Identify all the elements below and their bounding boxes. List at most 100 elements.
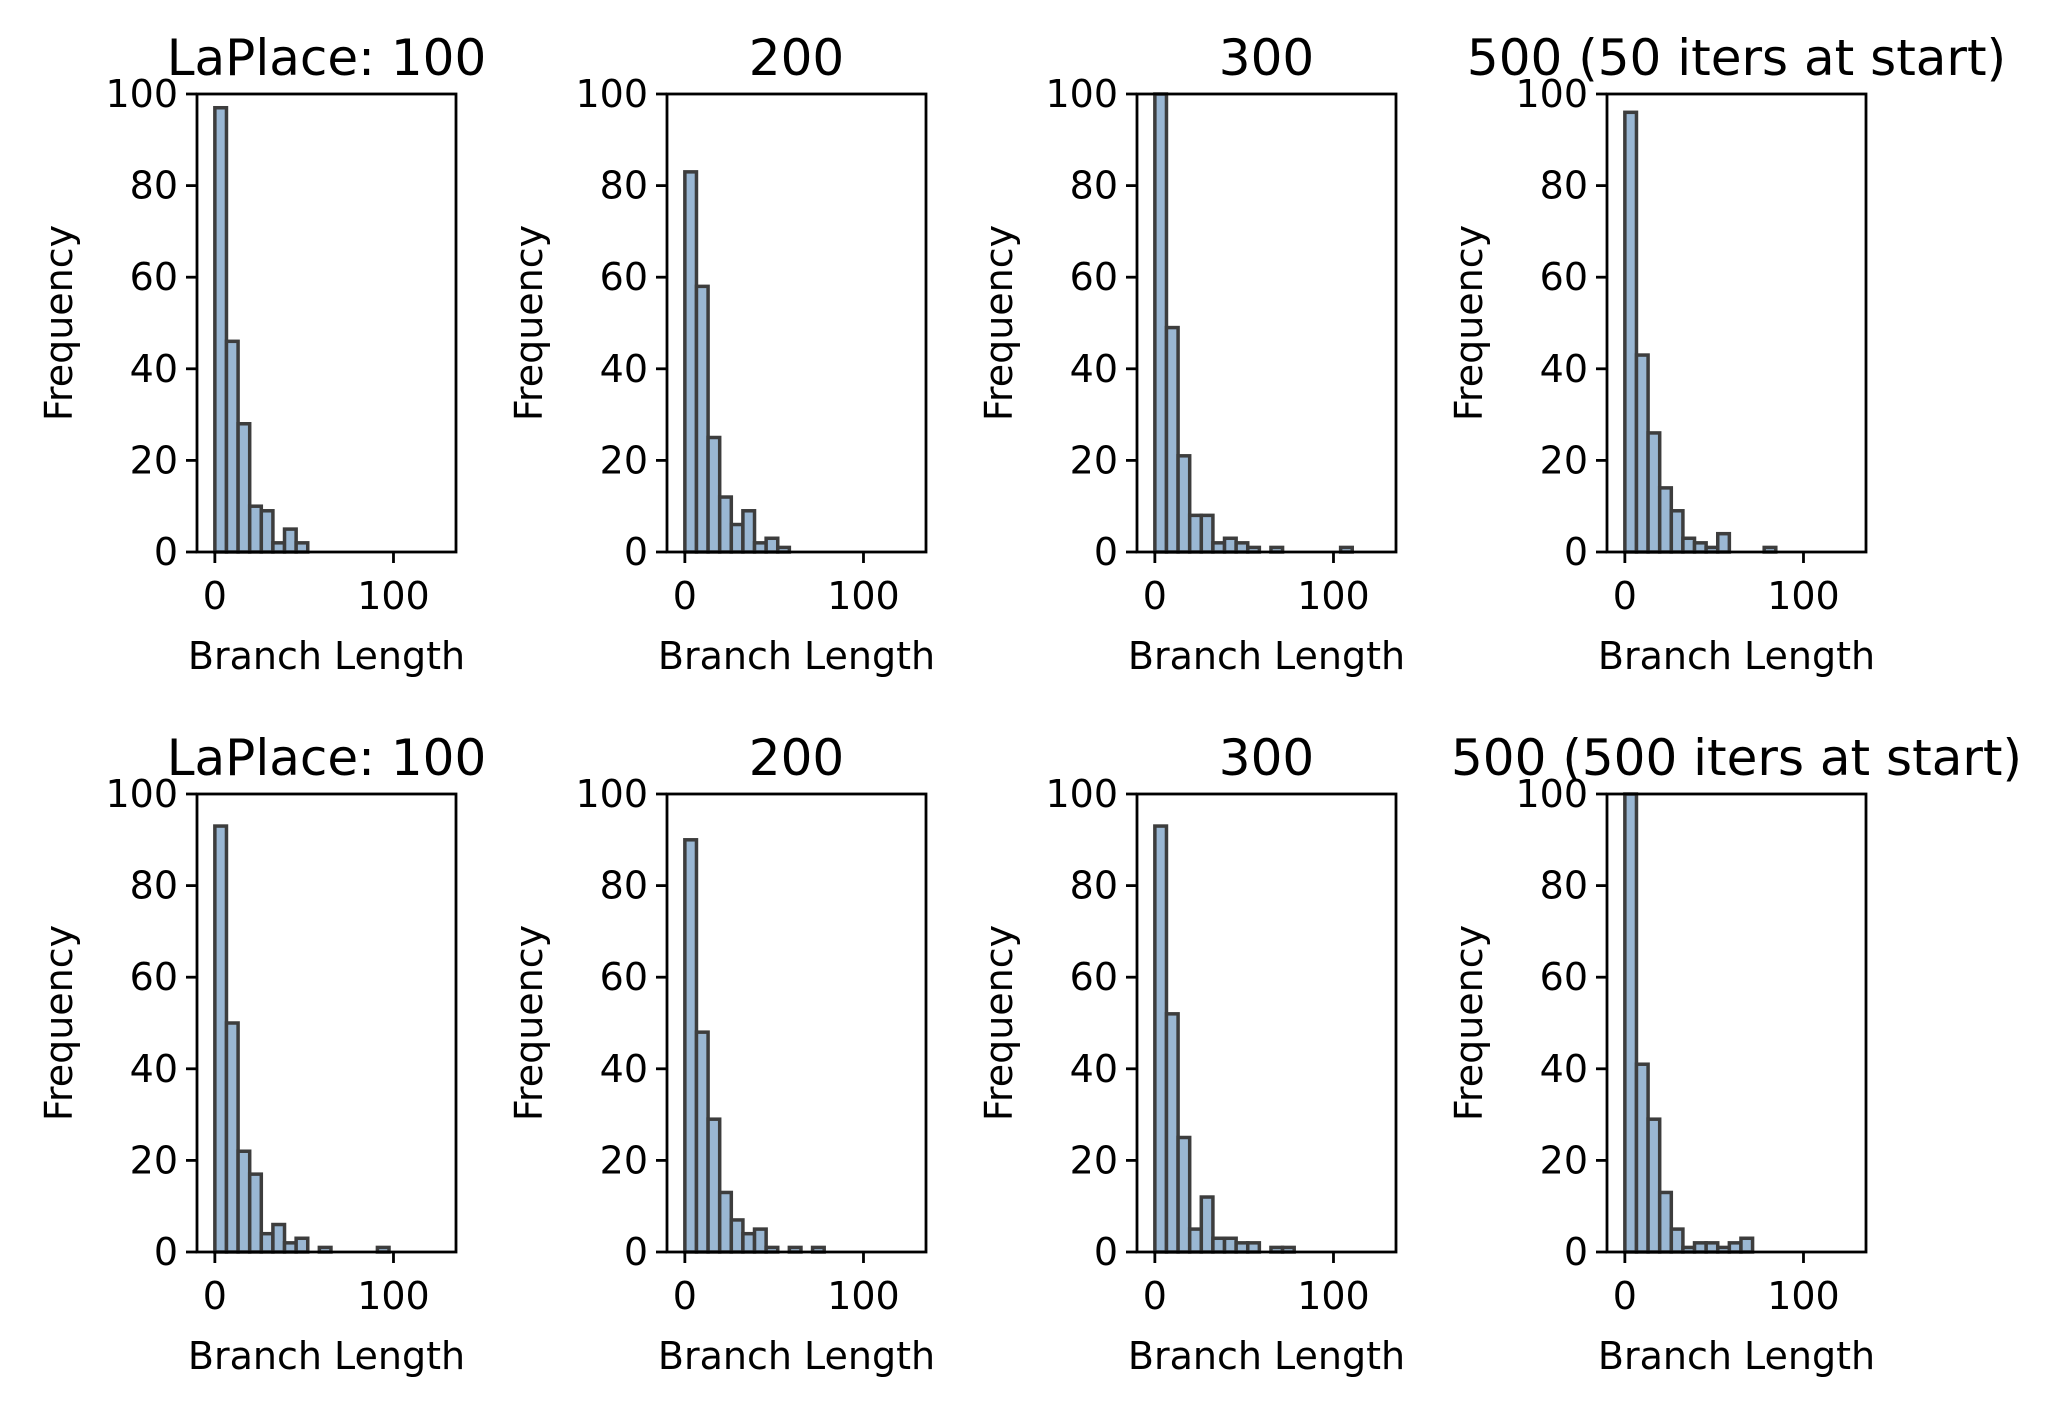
y-tick-label: 40 <box>130 347 178 391</box>
y-tick-label: 0 <box>1564 530 1588 574</box>
y-tick-label: 100 <box>575 72 648 116</box>
y-tick-label: 40 <box>1540 347 1588 391</box>
x-tick-label: 100 <box>1767 1274 1840 1318</box>
y-tick-label: 100 <box>1515 772 1588 816</box>
y-tick-label: 80 <box>1540 864 1588 908</box>
x-tick-label: 0 <box>203 574 227 618</box>
x-tick-label: 0 <box>1143 574 1167 618</box>
y-tick-label: 20 <box>1070 1138 1118 1182</box>
y-tick-label: 40 <box>600 1047 648 1091</box>
y-tick-label: 100 <box>1045 72 1118 116</box>
y-tick-label: 0 <box>624 530 648 574</box>
y-tick-label: 80 <box>600 864 648 908</box>
y-tick-label: 60 <box>1070 955 1118 999</box>
y-tick-label: 40 <box>1540 1047 1588 1091</box>
x-axis-label: Branch Length <box>1598 634 1875 678</box>
histogram-bar <box>294 1236 310 1254</box>
y-tick-label: 80 <box>1070 164 1118 208</box>
axes-frame <box>1605 92 1868 554</box>
y-tick-label: 20 <box>1540 1138 1588 1182</box>
axes-frame <box>195 792 458 1254</box>
y-axis-label: Frequency <box>977 225 1021 421</box>
histogram-panel-7: 0 20 40 60 80 100 0 100 Branch Length Frequency 30… <box>977 729 1405 1378</box>
y-tick-label: 20 <box>600 1138 648 1182</box>
y-tick-label: 0 <box>1094 1230 1118 1274</box>
x-tick-label: 100 <box>1767 574 1840 618</box>
y-tick-label: 0 <box>624 1230 648 1274</box>
histogram-panel-5: 0 20 40 60 80 100 0 100 Branch Length Frequency La… <box>37 729 486 1378</box>
histogram-panel-4: 0 20 40 60 80 100 0 100 Branch Length Frequency 50… <box>1447 29 2006 678</box>
y-tick-label: 100 <box>1045 772 1118 816</box>
chart-title: 300 <box>1219 729 1314 787</box>
y-axis-label: Frequency <box>37 925 81 1121</box>
y-tick-label: 80 <box>130 864 178 908</box>
x-tick-label: 100 <box>357 574 430 618</box>
y-tick-label: 60 <box>1540 955 1588 999</box>
x-axis-label: Branch Length <box>658 1334 935 1378</box>
chart-title: 200 <box>749 729 844 787</box>
y-tick-label: 60 <box>130 955 178 999</box>
y-tick-label: 60 <box>130 255 178 299</box>
y-tick-label: 20 <box>130 438 178 482</box>
x-axis-label: Branch Length <box>658 634 935 678</box>
y-axis-label: Frequency <box>507 925 551 1121</box>
chart-title: LaPlace: 100 <box>167 29 487 87</box>
axes-frame <box>1135 92 1398 554</box>
histogram-panel-3: 0 20 40 60 80 100 0 100 Branch Length Frequency 30… <box>977 29 1405 678</box>
x-axis-label: Branch Length <box>1128 634 1405 678</box>
y-tick-label: 100 <box>105 772 178 816</box>
y-axis-label: Frequency <box>37 225 81 421</box>
chart-title: 500 (50 iters at start) <box>1467 29 2006 87</box>
axes-frame <box>665 792 928 1254</box>
y-tick-label: 80 <box>130 164 178 208</box>
axes-frame <box>1135 792 1398 1254</box>
x-tick-label: 100 <box>357 1274 430 1318</box>
y-tick-label: 0 <box>1564 1230 1588 1274</box>
x-axis-label: Branch Length <box>188 634 465 678</box>
y-tick-label: 20 <box>1540 438 1588 482</box>
histogram-panel-6: 0 20 40 60 80 100 0 100 Branch Length Frequency 20… <box>507 729 935 1378</box>
y-tick-label: 80 <box>1540 164 1588 208</box>
y-tick-label: 100 <box>575 772 648 816</box>
y-tick-label: 20 <box>1070 438 1118 482</box>
y-tick-label: 100 <box>105 72 178 116</box>
y-tick-label: 60 <box>1070 255 1118 299</box>
x-tick-label: 0 <box>673 574 697 618</box>
chart-title: 500 (500 iters at start) <box>1451 729 2022 787</box>
y-tick-label: 20 <box>600 438 648 482</box>
y-tick-label: 20 <box>130 1138 178 1182</box>
y-tick-label: 60 <box>600 955 648 999</box>
y-tick-label: 80 <box>600 164 648 208</box>
x-axis-label: Branch Length <box>1128 1334 1405 1378</box>
y-tick-label: 40 <box>1070 1047 1118 1091</box>
chart-title: LaPlace: 100 <box>167 729 487 787</box>
y-tick-label: 80 <box>1070 864 1118 908</box>
x-tick-label: 100 <box>827 574 900 618</box>
axes-frame <box>1605 792 1868 1254</box>
histogram-bar <box>1715 531 1732 554</box>
y-tick-label: 40 <box>130 1047 178 1091</box>
y-tick-label: 60 <box>1540 255 1588 299</box>
y-tick-label: 40 <box>1070 347 1118 391</box>
x-tick-label: 100 <box>1297 1274 1370 1318</box>
y-tick-label: 100 <box>1515 72 1588 116</box>
x-tick-label: 100 <box>827 1274 900 1318</box>
y-tick-label: 0 <box>1094 530 1118 574</box>
chart-title: 200 <box>749 29 844 87</box>
chart-title: 300 <box>1219 29 1314 87</box>
histogram-panel-2: 0 20 40 60 80 100 0 100 Branch Length Frequency 20… <box>507 29 935 678</box>
x-tick-label: 0 <box>1613 1274 1637 1318</box>
y-tick-label: 60 <box>600 255 648 299</box>
y-tick-label: 0 <box>154 1230 178 1274</box>
x-tick-label: 0 <box>1143 1274 1167 1318</box>
y-axis-label: Frequency <box>977 925 1021 1121</box>
histogram-panel-8: 0 20 40 60 80 100 0 100 Branch Length Frequency 50… <box>1447 729 2022 1378</box>
histogram-bar <box>1739 1236 1755 1254</box>
y-tick-label: 40 <box>600 347 648 391</box>
y-axis-label: Frequency <box>507 225 551 421</box>
x-axis-label: Branch Length <box>188 1334 465 1378</box>
histogram-panel-1: 0 20 40 60 80 100 0 100 Branch Length Frequency La… <box>37 29 486 678</box>
axes-frame <box>665 92 928 554</box>
x-tick-label: 100 <box>1297 574 1370 618</box>
y-axis-label: Frequency <box>1447 225 1491 421</box>
